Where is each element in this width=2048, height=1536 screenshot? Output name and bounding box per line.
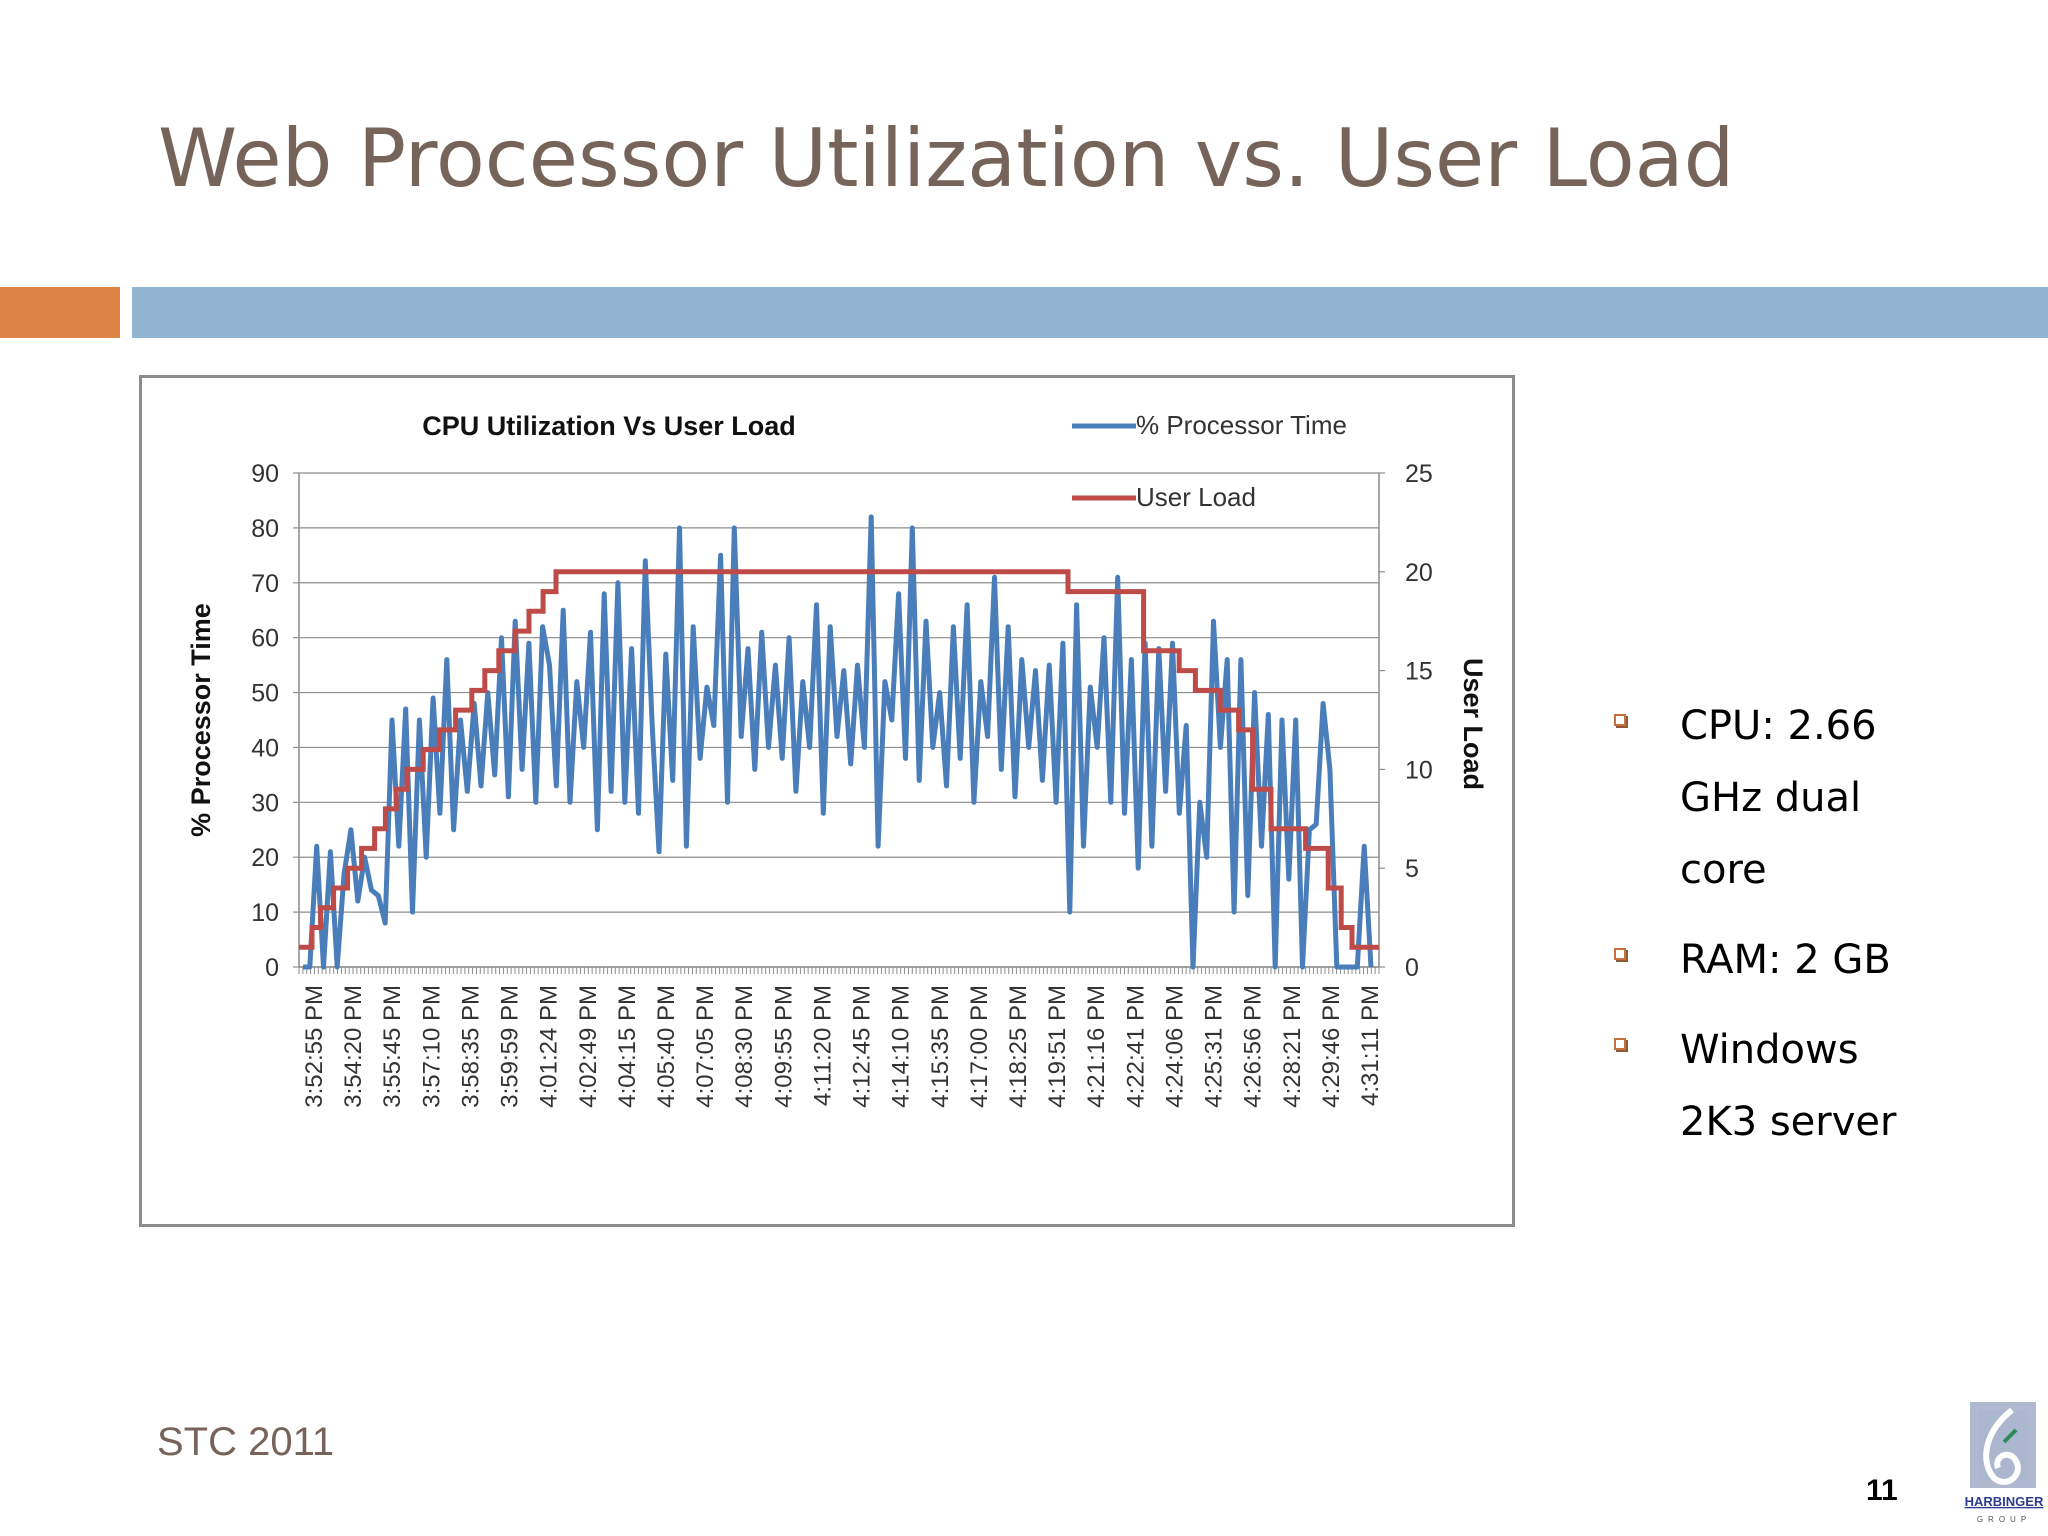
spec-bullet: Windows 2K3 server <box>1600 1014 2020 1158</box>
x-tick-label: 4:01:24 PM <box>536 985 563 1108</box>
x-tick-label: 4:09:55 PM <box>770 985 797 1108</box>
bullet-line: CPU: 2.66 <box>1680 703 1877 749</box>
x-tick-label: 4:31:11 PM <box>1357 985 1384 1106</box>
bullet-square-icon <box>1614 1038 1626 1050</box>
logo-text: HARBINGER <box>1965 1494 2044 1509</box>
user-load-line <box>299 569 1379 950</box>
x-tick-label: 4:15:35 PM <box>927 985 954 1108</box>
spec-bullet-list: CPU: 2.66 GHz dual core RAM: 2 GB Windows 2K3… <box>1600 690 2020 1176</box>
bullet-square-icon <box>1614 714 1626 726</box>
x-tick-label: 3:59:59 PM <box>497 985 524 1108</box>
x-tick-label: 3:52:55 PM <box>301 985 328 1108</box>
x-tick-label: 4:28:21 PM <box>1279 985 1306 1108</box>
y2-axis-label: User Load <box>1458 658 1488 790</box>
y-tick-label: 20 <box>251 844 279 872</box>
y-tick-label: 0 <box>265 954 279 982</box>
x-tick-label: 4:11:20 PM <box>809 985 836 1106</box>
y2-tick-label: 5 <box>1405 855 1419 883</box>
x-tick-label: 4:22:41 PM <box>1122 985 1149 1108</box>
y-tick-label: 60 <box>251 625 279 653</box>
y-tick-label: 10 <box>251 899 279 927</box>
y2-tick-label: 25 <box>1405 460 1433 488</box>
x-tick-label: 4:14:10 PM <box>888 985 915 1108</box>
cpu-load-chart: 0 10 20 30 40 50 60 70 80 90 0 5 10 15 20 25 3:52:55 PM 3… <box>186 410 1488 1108</box>
y2-tick-label: 20 <box>1405 559 1433 587</box>
legend-label: User Load <box>1136 482 1256 512</box>
processor-time-line <box>303 514 1374 970</box>
x-tick-label: 4:17:00 PM <box>966 985 993 1108</box>
header-accent-bar <box>0 287 120 338</box>
chart-frame: 0 10 20 30 40 50 60 70 80 90 0 5 10 15 20 25 3:52:55 PM 3… <box>139 375 1515 1227</box>
x-tick-label: 4:18:25 PM <box>1005 985 1032 1108</box>
y-tick-label: 90 <box>251 460 279 488</box>
x-tick-label: 4:29:46 PM <box>1318 985 1345 1108</box>
x-tick-label: 4:07:05 PM <box>692 985 719 1108</box>
bullet-line: 2K3 server <box>1680 1099 1897 1145</box>
slide-title: Web Processor Utilization vs. User Load <box>158 112 1735 205</box>
spec-bullet: RAM: 2 GB <box>1600 924 2020 996</box>
x-tick-label: 3:57:10 PM <box>418 985 445 1108</box>
y2-tick-label: 0 <box>1405 954 1419 982</box>
y-tick-label: 50 <box>251 680 279 708</box>
y2-tick-label: 15 <box>1405 658 1433 686</box>
chart-title: CPU Utilization Vs User Load <box>422 411 796 441</box>
harbinger-logo: HARBINGER GROUP <box>1965 1402 2044 1524</box>
y-tick-label: 30 <box>251 789 279 817</box>
x-tick-label: 4:24:06 PM <box>1161 985 1188 1108</box>
bullet-line: Windows <box>1680 1027 1859 1073</box>
logo-subtext: GROUP <box>1977 1515 2031 1524</box>
footer-text: STC 2011 <box>157 1420 335 1464</box>
x-tick-label: 4:25:31 PM <box>1201 985 1228 1108</box>
x-tick-label: 4:26:56 PM <box>1240 985 1267 1108</box>
x-tick-label: 3:55:45 PM <box>379 985 406 1108</box>
x-tick-label: 4:04:15 PM <box>614 985 641 1108</box>
x-tick-label: 4:12:45 PM <box>849 985 876 1108</box>
x-tick-label: 3:58:35 PM <box>457 985 484 1108</box>
x-tick-label: 4:19:51 PM <box>1044 985 1071 1108</box>
y-tick-label: 70 <box>251 570 279 598</box>
bullet-line: core <box>1680 847 1767 893</box>
y-tick-label: 40 <box>251 734 279 762</box>
y2-tick-label: 10 <box>1405 756 1433 784</box>
y-axis-label: % Processor Time <box>186 603 216 837</box>
header-bar <box>132 287 2048 338</box>
bullet-line: GHz dual <box>1680 775 1862 821</box>
x-tick-label: 4:05:40 PM <box>653 985 680 1108</box>
bullet-line: RAM: 2 GB <box>1680 937 1891 983</box>
bullet-square-icon <box>1614 948 1626 960</box>
page-number: 11 <box>1866 1474 1898 1507</box>
y-tick-label: 80 <box>251 515 279 543</box>
x-tick-label: 4:02:49 PM <box>575 985 602 1108</box>
x-tick-label: 4:21:16 PM <box>1083 985 1110 1108</box>
spec-bullet: CPU: 2.66 GHz dual core <box>1600 690 2020 906</box>
x-tick-label: 3:54:20 PM <box>340 985 367 1108</box>
legend-label: % Processor Time <box>1136 410 1347 440</box>
x-tick-label: 4:08:30 PM <box>731 985 758 1108</box>
